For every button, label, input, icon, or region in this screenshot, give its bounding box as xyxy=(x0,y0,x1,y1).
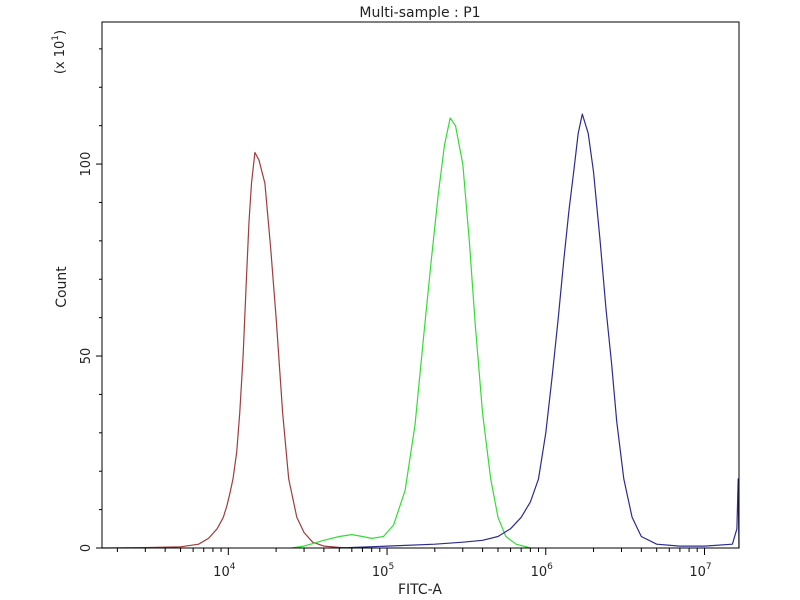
x-tick-base: 10 xyxy=(531,565,548,580)
y-multiplier-exponent: 1 xyxy=(51,35,61,41)
y-tick-label: 50 xyxy=(79,348,94,365)
histogram-series xyxy=(101,113,740,549)
y-multiplier-label: (x 101) xyxy=(51,30,68,74)
x-tick-label: 104 xyxy=(213,562,236,580)
histogram-line-2 xyxy=(291,117,531,549)
x-tick-base: 10 xyxy=(372,565,389,580)
x-tick-exponent: 5 xyxy=(388,562,394,572)
y-multiplier-close: ) xyxy=(53,30,68,35)
histogram-line-1 xyxy=(101,151,346,549)
x-tick-exponent: 7 xyxy=(706,562,712,572)
x-tick-exponent: 4 xyxy=(230,562,236,572)
y-tick-label: 100 xyxy=(79,152,94,177)
x-tick-label: 106 xyxy=(531,562,554,580)
chart-title: Multi-sample : P1 xyxy=(359,5,480,21)
y-tick-label: 0 xyxy=(79,544,94,552)
histogram-line-3 xyxy=(339,113,740,549)
y-multiplier-base: (x 10 xyxy=(53,41,68,74)
x-tick-exponent: 6 xyxy=(547,562,553,572)
x-tick-label: 105 xyxy=(372,562,394,580)
y-axis-label: Count xyxy=(54,266,70,308)
x-tick-label: 107 xyxy=(689,562,711,580)
x-tick-base: 10 xyxy=(689,565,706,580)
x-axis-label: FITC-A xyxy=(398,582,442,598)
plot-frame xyxy=(101,21,740,549)
x-tick-base: 10 xyxy=(213,565,230,580)
